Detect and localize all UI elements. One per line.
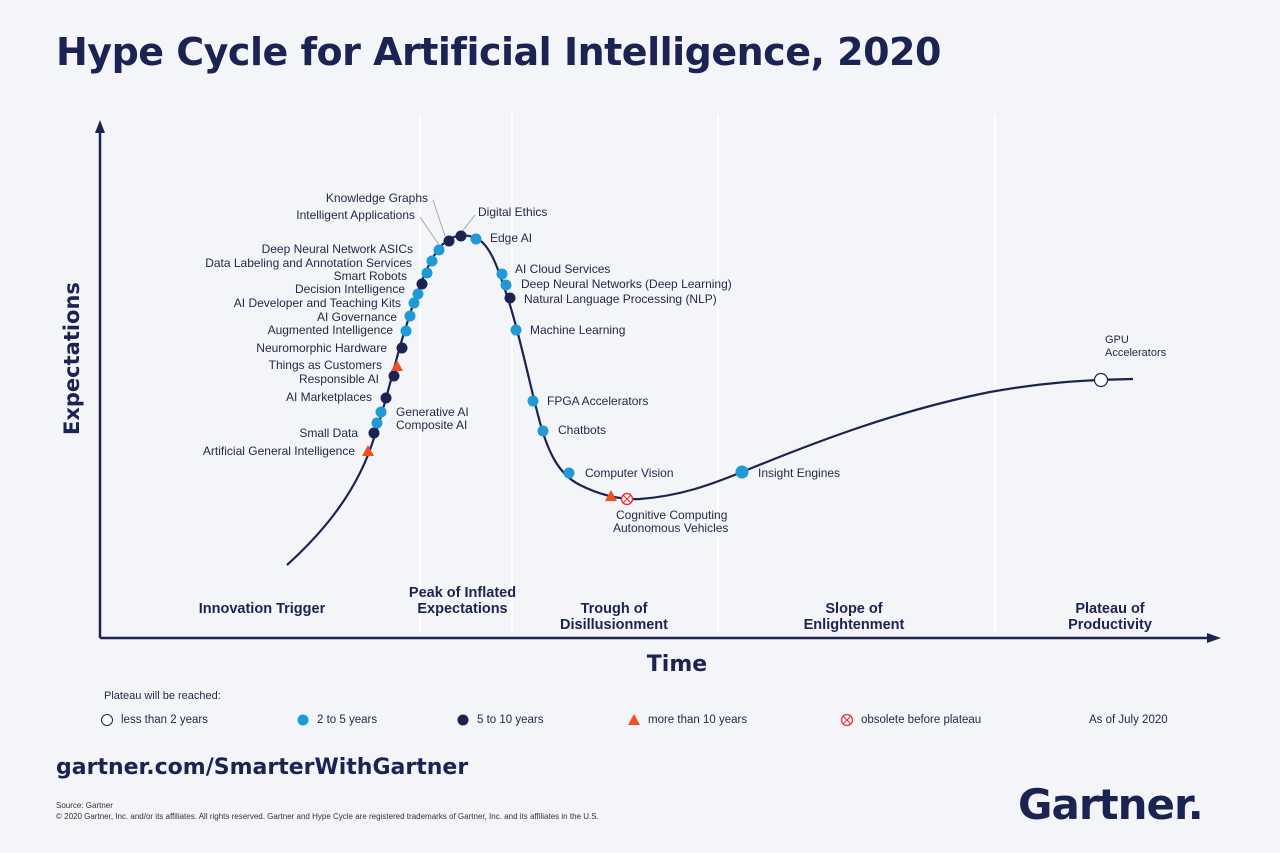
gartner-logo: Gartner. [1018, 780, 1204, 829]
label-responsible-ai: Responsible AI [298, 372, 379, 386]
marker-ai-developer-kits [408, 297, 420, 309]
label-edge-ai: Edge AI [490, 231, 533, 245]
label-data-labeling: Data Labeling and Annotation Services [205, 256, 412, 270]
label-things-as-customers: Things as Customers [268, 358, 382, 372]
label-intelligent-applications: Intelligent Applications [296, 208, 415, 222]
obsolete-cross-circle-icon [840, 713, 854, 727]
logo-text: Gartner [1018, 780, 1189, 829]
x-axis-arrow [1207, 633, 1221, 643]
legend-label: 2 to 5 years [317, 714, 378, 726]
label-autonomous-vehicles: Autonomous Vehicles [613, 521, 729, 535]
phase-plateau: Plateau of Productivity [1068, 601, 1152, 633]
light-blue-dot-icon [297, 714, 309, 726]
label-ai-cloud-services: AI Cloud Services [515, 262, 611, 276]
label-dnn-asics: Deep Neural Network ASICs [261, 242, 413, 256]
label-ai-marketplaces: AI Marketplaces [285, 390, 372, 404]
marker-ai-cloud-services [496, 268, 508, 280]
label-gpu-accelerators-line2: Accelerators [1105, 347, 1167, 359]
marker-fpga-accelerators [527, 395, 539, 407]
label-ai-governance: AI Governance [316, 310, 397, 324]
label-computer-vision: Computer Vision [585, 466, 674, 480]
marker-smart-robots [416, 278, 428, 290]
marker-data-labeling [421, 267, 433, 279]
marker-digital-ethics [455, 230, 467, 242]
marker-knowledge-graphs [443, 235, 455, 247]
marker-nlp [504, 292, 516, 304]
legend-label: obsolete before plateau [861, 714, 982, 726]
label-deep-neural-networks: Deep Neural Networks (Deep Learning) [521, 277, 732, 291]
marker-things-as-customers [391, 360, 403, 371]
marker-decision-intelligence [412, 288, 424, 300]
orange-triangle-icon [628, 714, 640, 725]
source-note: Source: Gartner [56, 801, 113, 810]
marker-composite-ai [371, 417, 383, 429]
label-fpga-accelerators: FPGA Accelerators [547, 394, 649, 408]
marker-insight-engines [735, 465, 749, 479]
logo-dot: . [1187, 780, 1204, 829]
marker-cognitive-computing [620, 492, 634, 506]
legend-title: Plateau will be reached: [104, 690, 221, 702]
marker-computer-vision [563, 467, 575, 479]
marker-intelligent-applications [433, 244, 445, 256]
marker-edge-ai [470, 233, 482, 245]
marker-neuromorphic-hardware [396, 342, 408, 354]
label-augmented-intelligence: Augmented Intelligence [267, 323, 393, 337]
marker-artificial-general-intelligence [362, 445, 374, 456]
marker-responsible-ai [388, 370, 400, 382]
label-machine-learning: Machine Learning [530, 323, 626, 337]
marker-ai-governance [404, 310, 416, 322]
label-insight-engines: Insight Engines [758, 466, 841, 480]
y-axis-arrow [95, 120, 105, 133]
legend-less-than-2: less than 2 years [100, 713, 208, 727]
marker-generative-ai [375, 406, 387, 418]
label-knowledge-graphs: Knowledge Graphs [325, 191, 428, 205]
label-gpu-accelerators-line1: GPU [1105, 334, 1129, 346]
as-of-date: As of July 2020 [1089, 714, 1168, 726]
marker-augmented-intelligence [400, 325, 412, 337]
footer-url-link[interactable]: gartner.com/SmarterWithGartner [56, 755, 469, 780]
open-circle-icon [101, 714, 113, 726]
navy-dot-icon [457, 714, 469, 726]
label-small-data: Small Data [299, 426, 358, 440]
marker-gpu-accelerators [1093, 372, 1109, 388]
phase-innovation-trigger: Innovation Trigger [198, 601, 326, 617]
legend-more-than-10: more than 10 years [627, 713, 747, 727]
label-cognitive-computing: Cognitive Computing [616, 508, 728, 522]
label-chatbots: Chatbots [558, 423, 607, 437]
legend-obsolete: obsolete before plateau [840, 713, 981, 727]
marker-chatbots [537, 425, 549, 437]
legend-2-to-5: 2 to 5 years [296, 713, 377, 727]
label-nlp: Natural Language Processing (NLP) [524, 292, 717, 306]
label-smart-robots: Smart Robots [333, 269, 407, 283]
label-digital-ethics: Digital Ethics [478, 205, 548, 219]
marker-machine-learning [510, 324, 522, 336]
marker-small-data [368, 427, 380, 439]
phase-trough: Trough of Disillusionment [560, 601, 668, 633]
legend-label: more than 10 years [648, 714, 748, 726]
label-neuromorphic-hardware: Neuromorphic Hardware [256, 341, 387, 355]
label-composite-ai: Composite AI [396, 418, 468, 432]
y-axis-label: Expectations [60, 282, 84, 435]
legend-label: 5 to 10 years [477, 714, 544, 726]
label-ai-developer-kits: AI Developer and Teaching Kits [233, 296, 401, 310]
phase-slope: Slope of Enlightenment [803, 601, 905, 633]
phase-peak: Peak of Inflated Expectations [408, 585, 517, 617]
legend-label: less than 2 years [121, 714, 208, 726]
legend-5-to-10: 5 to 10 years [456, 713, 543, 727]
page-title: Hype Cycle for Artificial Intelligence, … [56, 30, 941, 74]
marker-deep-neural-networks [500, 279, 512, 291]
copyright-note: © 2020 Gartner, Inc. and/or its affiliat… [56, 812, 599, 821]
label-decision-intelligence: Decision Intelligence [294, 282, 405, 296]
marker-autonomous-vehicles [605, 490, 617, 501]
label-artificial-general-intelligence: Artificial General Intelligence [202, 444, 355, 458]
x-axis-label: Time [646, 652, 708, 677]
marker-ai-marketplaces [380, 392, 392, 404]
marker-dnn-asics [426, 255, 438, 267]
label-generative-ai: Generative AI [396, 405, 469, 419]
